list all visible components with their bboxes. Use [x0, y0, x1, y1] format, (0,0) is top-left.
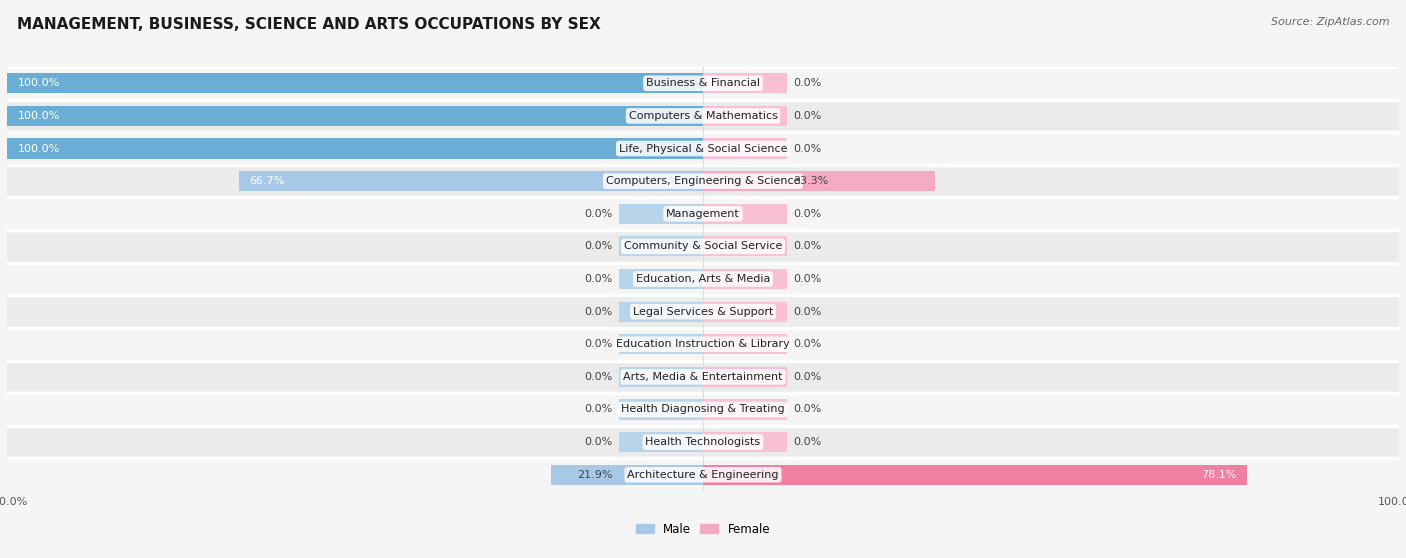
Text: Business & Financial: Business & Financial	[645, 78, 761, 88]
Bar	[7, 99, 1399, 132]
Text: 0.0%: 0.0%	[793, 78, 821, 88]
Bar	[703, 269, 786, 289]
Text: 0.0%: 0.0%	[793, 143, 821, 153]
Bar	[7, 459, 1399, 491]
Text: 78.1%: 78.1%	[1201, 470, 1236, 480]
Text: 0.0%: 0.0%	[585, 372, 613, 382]
Bar	[620, 204, 703, 224]
Text: Management: Management	[666, 209, 740, 219]
Bar	[7, 67, 1399, 99]
Text: 100.0%: 100.0%	[17, 143, 59, 153]
Bar	[7, 295, 1399, 328]
Bar	[703, 73, 786, 93]
Text: Life, Physical & Social Science: Life, Physical & Social Science	[619, 143, 787, 153]
Text: 0.0%: 0.0%	[793, 209, 821, 219]
Text: Education, Arts & Media: Education, Arts & Media	[636, 274, 770, 284]
Text: 0.0%: 0.0%	[793, 437, 821, 447]
Bar	[703, 432, 786, 452]
Bar	[703, 367, 786, 387]
Text: Legal Services & Support: Legal Services & Support	[633, 307, 773, 316]
Text: 0.0%: 0.0%	[585, 437, 613, 447]
Text: 100.0%: 100.0%	[17, 78, 59, 88]
Bar	[7, 138, 703, 158]
Bar	[7, 393, 1399, 426]
Text: 0.0%: 0.0%	[585, 274, 613, 284]
Bar	[620, 400, 703, 420]
Text: Health Diagnosing & Treating: Health Diagnosing & Treating	[621, 405, 785, 415]
Bar	[703, 204, 786, 224]
Text: 33.3%: 33.3%	[793, 176, 828, 186]
Text: 66.7%: 66.7%	[249, 176, 284, 186]
Text: 0.0%: 0.0%	[793, 242, 821, 251]
Text: Arts, Media & Entertainment: Arts, Media & Entertainment	[623, 372, 783, 382]
Text: 0.0%: 0.0%	[585, 339, 613, 349]
Bar	[703, 400, 786, 420]
Text: 0.0%: 0.0%	[793, 274, 821, 284]
Text: 0.0%: 0.0%	[793, 111, 821, 121]
Bar	[703, 236, 786, 257]
Bar	[7, 263, 1399, 295]
Bar	[620, 367, 703, 387]
Bar	[620, 334, 703, 354]
Text: 0.0%: 0.0%	[585, 242, 613, 251]
Bar	[7, 198, 1399, 230]
Bar	[7, 165, 1399, 198]
Bar	[620, 301, 703, 322]
Text: Community & Social Service: Community & Social Service	[624, 242, 782, 251]
Legend: Male, Female: Male, Female	[631, 518, 775, 540]
Text: 0.0%: 0.0%	[585, 405, 613, 415]
Text: Computers & Mathematics: Computers & Mathematics	[628, 111, 778, 121]
Text: Architecture & Engineering: Architecture & Engineering	[627, 470, 779, 480]
Bar	[551, 465, 703, 485]
Bar	[7, 230, 1399, 263]
Text: 0.0%: 0.0%	[585, 209, 613, 219]
Text: Education Instruction & Library: Education Instruction & Library	[616, 339, 790, 349]
Bar	[620, 269, 703, 289]
Bar	[703, 465, 1247, 485]
Bar	[703, 138, 786, 158]
Bar	[7, 132, 1399, 165]
Text: 100.0%: 100.0%	[17, 111, 59, 121]
Bar	[7, 73, 703, 93]
Bar	[620, 432, 703, 452]
Bar	[7, 328, 1399, 360]
Text: 0.0%: 0.0%	[793, 372, 821, 382]
Text: 0.0%: 0.0%	[793, 405, 821, 415]
Text: MANAGEMENT, BUSINESS, SCIENCE AND ARTS OCCUPATIONS BY SEX: MANAGEMENT, BUSINESS, SCIENCE AND ARTS O…	[17, 17, 600, 32]
Bar	[703, 106, 786, 126]
Text: 0.0%: 0.0%	[793, 339, 821, 349]
Text: 21.9%: 21.9%	[576, 470, 613, 480]
Bar	[7, 106, 703, 126]
Text: Source: ZipAtlas.com: Source: ZipAtlas.com	[1271, 17, 1389, 27]
Text: 0.0%: 0.0%	[793, 307, 821, 316]
Bar	[239, 171, 703, 191]
Bar	[7, 426, 1399, 459]
Text: Health Technologists: Health Technologists	[645, 437, 761, 447]
Text: 0.0%: 0.0%	[585, 307, 613, 316]
Bar	[620, 236, 703, 257]
Bar	[7, 360, 1399, 393]
Bar	[703, 334, 786, 354]
Text: Computers, Engineering & Science: Computers, Engineering & Science	[606, 176, 800, 186]
Bar	[703, 301, 786, 322]
Bar	[703, 171, 935, 191]
